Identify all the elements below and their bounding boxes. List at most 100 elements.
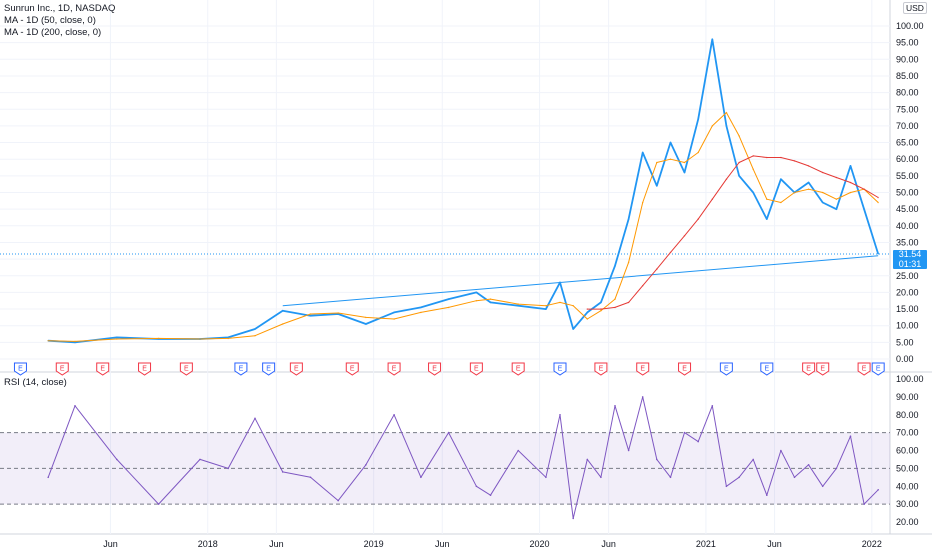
rsi-point: [614, 405, 616, 407]
ma50-point: [157, 337, 160, 340]
ma50-series-line: [48, 112, 879, 342]
price-point: [627, 218, 630, 220]
price-axis-tick: 70.00: [896, 121, 919, 131]
earnings-badge: [511, 362, 525, 376]
ma200-point: [849, 181, 852, 184]
rsi-point: [821, 485, 824, 488]
earnings-icon: E: [142, 366, 147, 373]
last-price-tag: 31.54 01:31: [893, 249, 927, 269]
earnings-marker-red: E: [96, 362, 110, 376]
rsi-point: [863, 503, 865, 505]
earnings-marker-red: E: [511, 362, 525, 376]
ma50-point: [821, 191, 824, 194]
rsi-point: [47, 476, 49, 479]
price-axis-tick: 10.00: [896, 321, 919, 331]
ma50-point: [835, 198, 838, 200]
earnings-marker-red: E: [469, 362, 483, 376]
time-axis-tick: 2021: [696, 539, 716, 549]
earnings-icon: E: [100, 366, 105, 373]
ma50-point: [116, 338, 118, 340]
rsi-point: [600, 476, 602, 479]
earnings-icon: E: [862, 366, 867, 373]
rsi-axis-tick: 60.00: [896, 446, 919, 456]
price-point: [600, 301, 602, 304]
rsi-point: [697, 440, 699, 443]
earnings-badge: [262, 362, 276, 376]
ma200-point: [877, 196, 879, 199]
rsi-point: [489, 494, 492, 497]
price-point: [489, 301, 492, 304]
time-axis-tick: 2020: [530, 539, 550, 549]
rsi-point: [337, 499, 340, 502]
ma50-point: [627, 261, 630, 264]
price-point: [281, 309, 284, 312]
ma50-point: [752, 168, 754, 170]
price-point: [447, 298, 450, 300]
earnings-icon: E: [820, 366, 825, 373]
bar-countdown: 01:31: [898, 258, 922, 269]
ma200-point: [863, 188, 865, 190]
rsi-point: [641, 396, 644, 398]
earnings-marker-red: E: [179, 362, 193, 376]
earnings-marker-blue: E: [234, 362, 248, 376]
ma50-point: [254, 334, 256, 337]
price-point: [572, 328, 574, 330]
earnings-icon: E: [392, 366, 397, 373]
ma50-point: [309, 313, 312, 315]
rsi-axis-tick: 50.00: [896, 463, 919, 473]
price-point: [725, 125, 728, 127]
chart-legend: Sunrun Inc., 1D, NASDAQ MA - 1D (50, clo…: [4, 3, 115, 39]
price-point: [697, 118, 699, 120]
earnings-badge: [760, 362, 774, 376]
ma50-point: [738, 135, 740, 137]
earnings-badge: [678, 362, 692, 376]
rsi-series-line: [47, 396, 879, 519]
ma50-point: [545, 304, 547, 307]
price-point: [254, 328, 256, 330]
rsi-point: [835, 467, 838, 470]
price-point: [849, 165, 852, 167]
rsi-point: [627, 449, 630, 452]
ma50-legend: MA - 1D (50, close, 0): [4, 15, 96, 26]
time-axis-tick: 2018: [198, 539, 218, 549]
price-axis-tick: 35.00: [896, 237, 919, 247]
ma200-point: [600, 308, 602, 310]
price-point: [807, 181, 810, 184]
ma50-point: [586, 318, 589, 320]
rsi-point: [199, 458, 201, 461]
price-axis-tick: 90.00: [896, 54, 919, 64]
earnings-badge: [179, 362, 193, 376]
price-series-line: [48, 38, 880, 344]
price-axis-tick: 65.00: [896, 138, 919, 148]
earnings-badge: [138, 362, 152, 376]
ma50-point: [47, 339, 49, 342]
earnings-icon: E: [18, 366, 23, 373]
price-axis-tick: 0.00: [896, 354, 914, 364]
earnings-marker-blue: E: [553, 362, 567, 376]
ma200-point: [711, 198, 714, 200]
price-axis-tick: 25.00: [896, 271, 919, 281]
ma50-point: [849, 191, 852, 194]
price-axis-tick: 15.00: [896, 304, 919, 314]
rsi-point: [254, 417, 256, 420]
earnings-marker-red: E: [857, 362, 871, 376]
rsi-axis-tick: 70.00: [896, 428, 919, 438]
rsi-axis-tick: 40.00: [896, 481, 919, 491]
time-axis-tick: 2019: [364, 539, 384, 549]
rsi-point: [849, 435, 852, 438]
ma50-point: [793, 191, 796, 194]
earnings-icon: E: [474, 366, 479, 373]
earnings-icon: E: [764, 366, 769, 373]
ma200-point: [752, 155, 754, 157]
ma200-point: [821, 171, 824, 174]
price-axis-tick: 80.00: [896, 88, 919, 98]
ma50-point: [517, 303, 519, 305]
earnings-icon: E: [60, 366, 65, 373]
ma50-point: [475, 299, 478, 302]
rsi-legend: RSI (14, close): [4, 377, 67, 388]
earnings-icon: E: [350, 366, 355, 373]
earnings-badge: [428, 362, 442, 376]
rsi-point: [780, 449, 782, 452]
ma50-point: [614, 298, 616, 300]
